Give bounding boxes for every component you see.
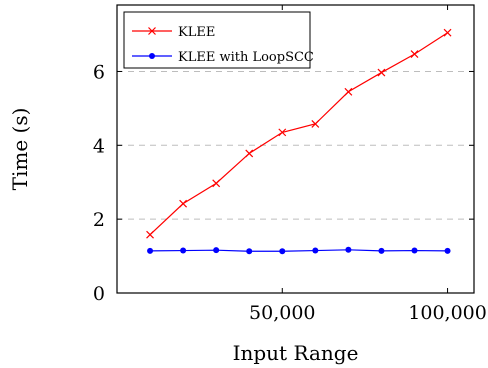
y-tick-label: 0 <box>93 283 105 305</box>
legend-label-klee-loopscc: KLEE with LoopSCC <box>178 50 314 65</box>
plot-frame <box>116 4 475 294</box>
y-tick-label: 2 <box>93 209 105 231</box>
data-point <box>179 199 188 208</box>
series-1 <box>147 246 451 255</box>
series-line <box>149 32 448 236</box>
x-axis-label: Input Range <box>233 341 359 365</box>
legend-marker <box>148 27 156 35</box>
legend: KLEE KLEE with LoopSCC <box>123 11 314 69</box>
x-tick-label: 100,000 <box>408 302 487 324</box>
data-point <box>312 247 319 254</box>
legend-marker <box>149 53 155 59</box>
data-point <box>311 119 320 128</box>
data-point <box>147 247 154 254</box>
grid-lines <box>117 70 474 220</box>
series-0 <box>146 28 452 239</box>
x-tick-label: 50,000 <box>249 302 315 324</box>
data-point <box>278 128 287 137</box>
data-point <box>345 246 352 253</box>
series-layer <box>146 28 452 255</box>
data-point <box>410 50 419 59</box>
data-point <box>245 149 254 158</box>
data-point <box>279 248 286 255</box>
data-point <box>212 179 221 188</box>
y-tick-label: 6 <box>93 61 105 83</box>
data-point <box>180 247 187 254</box>
legend-box <box>123 11 311 69</box>
data-point <box>378 247 385 254</box>
data-point <box>344 87 353 96</box>
data-point <box>246 248 253 255</box>
data-point <box>443 28 452 37</box>
y-tick-label: 4 <box>93 135 105 157</box>
data-point <box>411 247 418 254</box>
data-point <box>444 247 451 254</box>
axis-ticks: 0 2 4 6 50,000 100,000 <box>93 5 487 324</box>
y-axis-label: Time (s) <box>8 108 32 191</box>
data-point <box>377 68 386 77</box>
data-point <box>146 230 154 239</box>
series-line <box>150 249 448 252</box>
legend-label-klee: KLEE <box>178 25 215 40</box>
data-point <box>213 247 220 254</box>
